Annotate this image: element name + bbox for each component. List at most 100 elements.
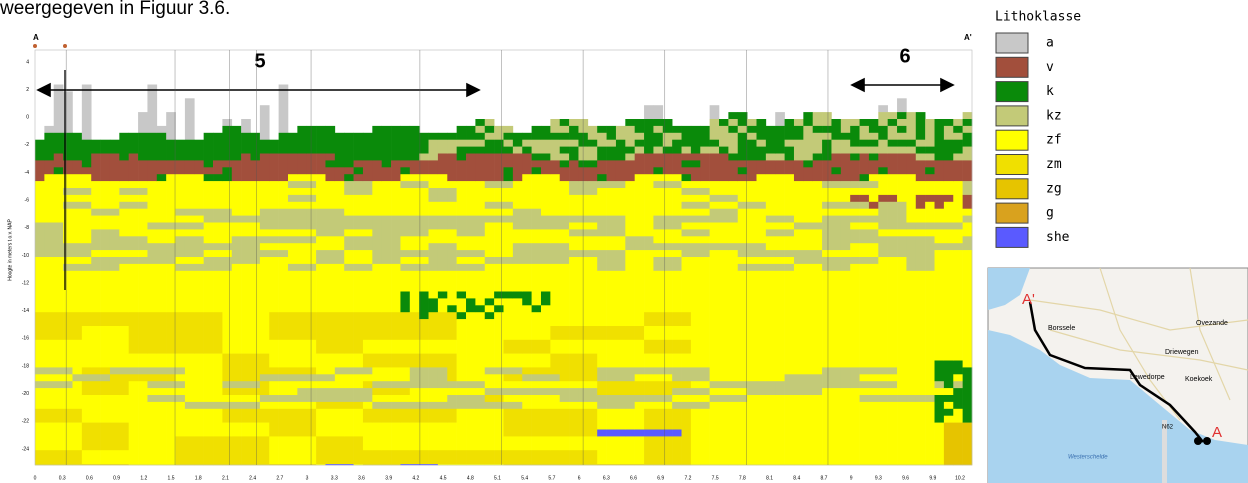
litho-cell (241, 388, 251, 396)
litho-cell (391, 125, 401, 161)
litho-cell (119, 374, 129, 396)
litho-cell (719, 119, 729, 127)
litho-cell (344, 367, 354, 375)
litho-cell (503, 125, 514, 134)
litho-cell (147, 312, 158, 354)
litho-cell (100, 395, 111, 423)
litho-cell (344, 374, 354, 389)
litho-cell (606, 429, 617, 437)
litho-cell (878, 229, 888, 237)
litho-cell (241, 395, 251, 403)
litho-cell (812, 112, 823, 127)
litho-cell (362, 236, 373, 251)
litho-cell (569, 450, 579, 466)
litho-cell (672, 132, 682, 140)
litho-cell (428, 298, 439, 313)
litho-cell (747, 208, 757, 244)
litho-cell (156, 222, 167, 230)
litho-cell (644, 395, 654, 403)
litho-cell (91, 464, 101, 466)
litho-cell (297, 194, 308, 203)
litho-cell (512, 243, 523, 265)
litho-cell (775, 215, 785, 223)
litho-cell (400, 395, 411, 403)
litho-cell (344, 229, 354, 237)
litho-cell (812, 132, 823, 154)
litho-cell (334, 388, 345, 403)
litho-cell (316, 374, 326, 382)
litho-cell (953, 119, 963, 127)
litho-cell (569, 181, 579, 196)
litho-cell (672, 250, 682, 258)
litho-cell (250, 222, 261, 237)
litho-cell (138, 160, 148, 182)
litho-cell (119, 188, 129, 196)
litho-cell (44, 174, 55, 223)
litho-cell (109, 374, 120, 396)
litho-cell (297, 208, 308, 230)
litho-cell (934, 222, 945, 230)
litho-cell (325, 408, 336, 437)
litho-cell (119, 160, 129, 182)
litho-cell (962, 146, 973, 161)
litho-cell (475, 388, 486, 396)
litho-cell (887, 388, 898, 396)
litho-cell (878, 174, 888, 196)
litho-cell (391, 381, 401, 389)
litho-cell (91, 139, 101, 154)
litho-cell (728, 194, 739, 203)
litho-cell (278, 374, 289, 382)
litho-cell (559, 119, 570, 127)
litho-cell (391, 422, 401, 451)
litho-cell (653, 167, 664, 175)
litho-cell (175, 367, 186, 375)
litho-cell (747, 139, 757, 161)
litho-cell (644, 236, 654, 251)
litho-cell (297, 181, 308, 189)
litho-cell (709, 194, 720, 203)
litho-cell (166, 160, 176, 175)
litho-cell (634, 139, 645, 147)
litho-cell (109, 208, 120, 216)
litho-cell (475, 312, 486, 382)
litho-cell (278, 257, 289, 313)
litho-cell (775, 160, 785, 175)
litho-cell (943, 194, 954, 203)
litho-cell (850, 243, 860, 258)
litho-cell (850, 229, 860, 244)
litho-cell (250, 395, 261, 403)
litho-cell (147, 263, 158, 313)
litho-cell (709, 243, 720, 251)
litho-cell (334, 263, 345, 313)
litho-cell (587, 160, 598, 168)
litho-cell (259, 395, 270, 403)
litho-cell (868, 153, 879, 161)
litho-cell (362, 181, 373, 196)
litho-cell (269, 250, 279, 258)
litho-cell (456, 146, 467, 161)
litho-cell (653, 257, 664, 272)
litho-cell (437, 312, 448, 341)
litho-cell (269, 367, 279, 375)
litho-cell (147, 229, 158, 244)
litho-cell (606, 436, 617, 465)
litho-cell (559, 181, 570, 216)
litho-cell (662, 215, 673, 230)
litho-cell (934, 160, 945, 182)
litho-cell (353, 236, 364, 251)
litho-cell (428, 160, 439, 175)
litho-cell (334, 401, 345, 410)
litho-cell (484, 305, 495, 313)
litho-cell (934, 388, 945, 396)
litho-cell (606, 236, 617, 251)
litho-cell (466, 236, 476, 251)
litho-cell (625, 436, 635, 465)
litho-cell (878, 139, 888, 154)
litho-cell (372, 125, 382, 161)
litho-cell (550, 450, 561, 466)
litho-cell (353, 132, 364, 161)
litho-cell (784, 263, 795, 272)
litho-cell (962, 194, 973, 209)
litho-cell (878, 395, 888, 403)
